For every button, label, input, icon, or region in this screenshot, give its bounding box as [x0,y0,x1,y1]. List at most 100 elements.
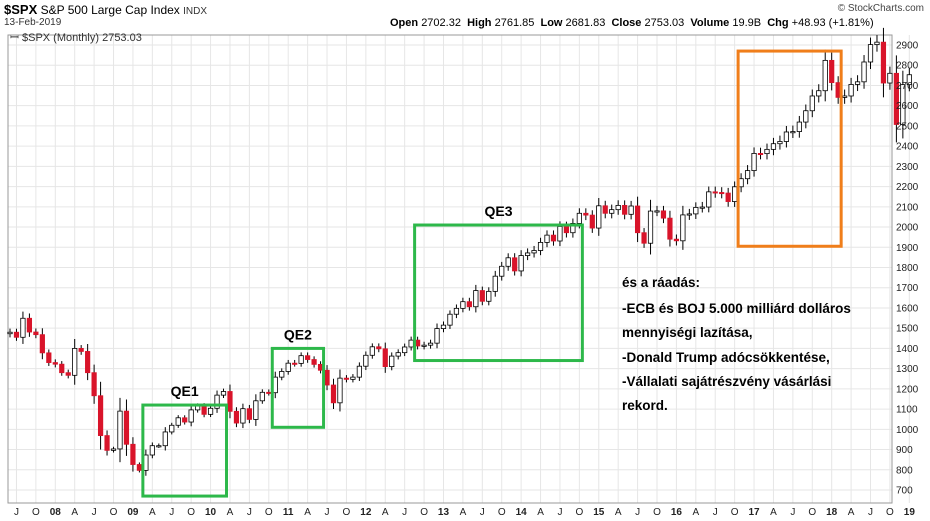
candle-body [59,363,65,374]
candle-body [589,214,595,229]
note-line: rekord. [622,398,668,413]
candle-body [867,44,874,63]
x-tick-label: 13 [438,507,450,518]
candle-body [85,351,91,374]
candle-body [751,153,757,172]
candle-body [537,242,544,251]
candle-body [660,210,667,219]
y-tick-label: 2900 [896,41,919,52]
candle-body [900,84,906,125]
open-label: Open [390,17,419,29]
candle-body [337,377,343,404]
candle-body [182,417,188,423]
chg-label: Chg [767,17,789,29]
candle-body [298,355,304,364]
y-tick-label: 2000 [896,223,919,234]
x-tick-label: A [304,507,311,518]
legend-marker-icon: ꟷ [10,32,19,44]
candle-body [874,41,880,45]
candle-body [596,205,602,229]
x-tick-label: J [14,507,19,518]
candle-body [91,372,97,397]
candle-body [356,365,362,378]
candle-body [550,234,557,242]
x-tick-label: J [635,507,640,518]
x-tick-label: 19 [904,507,916,518]
candle-body [615,205,621,211]
x-tick-label: O [187,507,195,518]
candle-body [402,346,408,354]
candle-body [246,408,252,420]
candle-body [816,90,822,97]
candle-body [162,431,168,447]
candle-body [117,410,123,450]
x-tick-label: J [868,507,873,518]
candle-body [764,148,770,155]
candle-body [706,191,712,208]
volume-label: Volume [690,17,730,29]
candle-body [97,395,104,436]
candle-body [324,369,330,386]
candle-body [628,205,634,215]
candle-body [680,214,686,242]
note-line: -Vállalati sajátrészvény vásárlási [622,374,831,389]
y-tick-label: 1700 [896,283,919,294]
candle-body [447,313,453,326]
y-tick-label: 1000 [896,425,919,436]
candle-body [887,72,893,84]
candle-body [305,355,311,360]
legend-label: $SPX (Monthly) 2753.03 [22,32,142,44]
x-tick-label: O [110,507,118,518]
x-tick-label: A [460,507,467,518]
candle-body [829,59,835,84]
candle-body [389,355,395,368]
ohlc-readout: Open 2702.32 High 2761.85 Low 2681.83 Cl… [390,17,874,29]
x-tick-label: 12 [360,507,372,518]
candle-body [130,443,136,465]
candle-body [33,331,39,336]
x-tick-label: O [886,507,894,518]
index-name: S&P 500 Large Cap Index [40,3,180,17]
x-tick-label: J [790,507,795,518]
candle-body [667,217,673,240]
candle-body [622,205,628,215]
x-tick-label: J [402,507,407,518]
candle-body [220,391,227,396]
y-tick-label: 2400 [896,142,919,153]
candle-body [757,153,764,156]
x-tick-label: J [247,507,252,518]
candle-body [227,391,233,412]
chg-value: +48.93 (+1.81%) [791,17,874,29]
x-tick-label: A [227,507,234,518]
y-tick-label: 1600 [896,303,919,314]
candle-body [557,226,563,242]
candle-body [777,141,783,145]
candle-body [259,391,265,402]
close-label: Close [611,17,642,29]
candle-body [395,352,401,357]
candle-body [563,226,570,234]
x-tick-label: O [653,507,661,518]
x-tick-label: A [615,507,622,518]
x-tick-label: 16 [671,507,683,518]
y-tick-label: 1200 [896,384,919,395]
candle-body [149,445,155,456]
x-tick-label: O [265,507,273,518]
x-tick-label: J [92,507,97,518]
x-tick-label: 17 [748,507,760,518]
candle-body [583,212,589,216]
x-tick-label: 14 [516,507,528,518]
y-tick-label: 1800 [896,263,919,274]
candle-body [505,257,511,267]
x-tick-label: A [71,507,78,518]
candle-body [266,391,272,394]
candle-body [110,448,117,451]
x-tick-label: 08 [50,507,62,518]
x-tick-label: A [770,507,777,518]
x-tick-label: 15 [593,507,605,518]
x-tick-label: J [713,507,718,518]
x-tick-label: J [557,507,562,518]
x-tick-label: J [169,507,174,518]
candle-body [693,207,699,215]
candle-body [570,223,576,234]
